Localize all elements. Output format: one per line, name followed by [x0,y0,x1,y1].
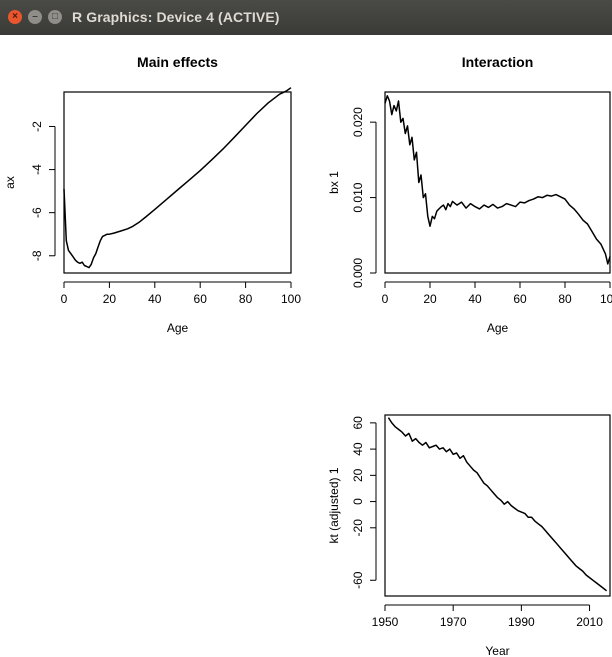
series-line [63,87,292,269]
x-axis-label: Age [487,321,509,335]
x-tick-label: 60 [194,292,208,306]
y-tick-label: -2 [30,121,44,132]
graphics-canvas: Main effects 0 20 40 60 80 100 Age -8 -6 -4 -2 ax Int… [0,35,612,657]
y-axis-label: bx 1 [327,171,341,194]
y-tick-label: -6 [30,207,44,218]
plot-box [384,91,611,274]
y-tick-label: 0.000 [351,258,365,288]
x-tick-label: 1950 [372,615,399,629]
x-tick-label: 0 [382,292,389,306]
close-icon[interactable]: × [8,10,22,24]
x-tick-label: 0 [61,292,68,306]
y-tick-label: 0.010 [351,182,365,212]
x-tick-label: 1990 [508,615,535,629]
x-tick-label: 80 [558,292,572,306]
y-tick-label: 0 [351,498,365,505]
x-tick-label: 40 [148,292,162,306]
plot-box [63,91,292,274]
y-tick-label: 0.020 [351,107,365,137]
x-tick-label: 40 [468,292,482,306]
y-axis-label: kt (adjusted) 1 [327,467,341,543]
plot-box [384,414,611,597]
x-tick-label: 60 [513,292,527,306]
y-tick-label: -60 [351,571,365,589]
chart-panel-1: Main effects 0 20 40 60 80 100 Age -8 -6 -4 -2 ax [3,54,301,335]
y-tick-label: -20 [351,519,365,537]
y-tick-label: 40 [351,442,365,456]
chart-title: Interaction [462,54,534,70]
x-tick-label: 100 [600,292,612,306]
x-tick-label: 20 [103,292,117,306]
x-tick-label: 100 [281,292,301,306]
y-tick-label: 60 [351,416,365,430]
y-tick-label: -8 [30,250,44,261]
x-tick-label: 80 [239,292,253,306]
plot-area: Main effects 0 20 40 60 80 100 Age -8 -6 -4 -2 ax Int… [3,54,612,657]
y-tick-label: -4 [30,164,44,175]
window-title: R Graphics: Device 4 (ACTIVE) [72,9,280,25]
series-line [384,95,611,265]
chart-title: Main effects [137,54,218,70]
y-tick-label: 20 [351,468,365,482]
y-axis-label: ax [3,176,17,189]
x-axis-label: Age [167,321,189,335]
minimize-icon[interactable]: – [28,10,42,24]
x-tick-label: 2010 [576,615,603,629]
chart-panel-3: 1950 1970 1990 2010 Year -60 -20 0 20 40 60 kt (adj… [327,414,611,657]
maximize-icon[interactable]: □ [48,10,62,24]
x-tick-label: 20 [423,292,437,306]
series-line [387,417,608,592]
window-titlebar: × – □ R Graphics: Device 4 (ACTIVE) [0,0,612,35]
x-axis-label: Year [485,644,509,657]
x-tick-label: 1970 [440,615,467,629]
chart-panel-2: Interaction 0 20 40 60 80 100 Age 0.000 0.010 0.02… [327,54,612,335]
